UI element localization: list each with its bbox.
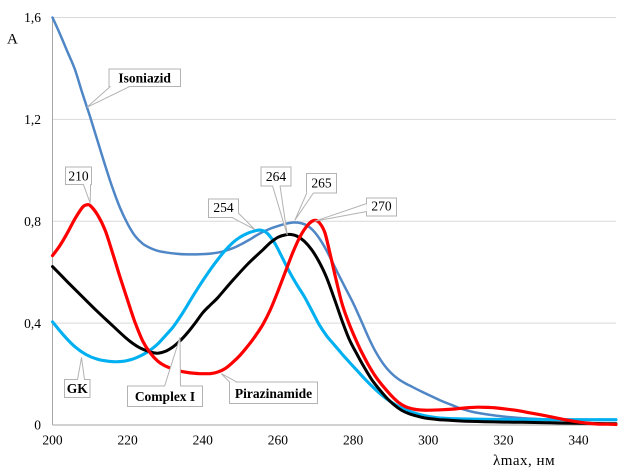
svg-text:0,8: 0,8: [24, 214, 41, 229]
svg-text:240: 240: [193, 433, 214, 448]
svg-text:210: 210: [68, 168, 89, 183]
svg-text:A: A: [7, 32, 18, 48]
svg-text:1,6: 1,6: [24, 10, 41, 25]
svg-text:280: 280: [343, 433, 364, 448]
svg-text:λmax, нм: λmax, нм: [493, 453, 555, 469]
svg-text:340: 340: [568, 433, 589, 448]
svg-text:GK: GK: [67, 381, 89, 396]
svg-text:264: 264: [266, 169, 287, 184]
svg-text:Isoniazid: Isoniazid: [118, 70, 171, 85]
svg-text:320: 320: [493, 433, 514, 448]
svg-text:220: 220: [117, 433, 138, 448]
svg-text:200: 200: [42, 433, 63, 448]
svg-text:300: 300: [418, 433, 439, 448]
svg-text:260: 260: [268, 433, 289, 448]
svg-text:0,4: 0,4: [24, 316, 41, 331]
svg-text:Pirazinamide: Pirazinamide: [235, 386, 312, 401]
svg-text:270: 270: [371, 199, 392, 214]
svg-text:254: 254: [213, 200, 234, 215]
svg-text:0: 0: [34, 418, 41, 433]
svg-text:1,2: 1,2: [24, 112, 41, 127]
svg-text:265: 265: [311, 176, 332, 191]
svg-text:Complex I: Complex I: [135, 389, 195, 404]
